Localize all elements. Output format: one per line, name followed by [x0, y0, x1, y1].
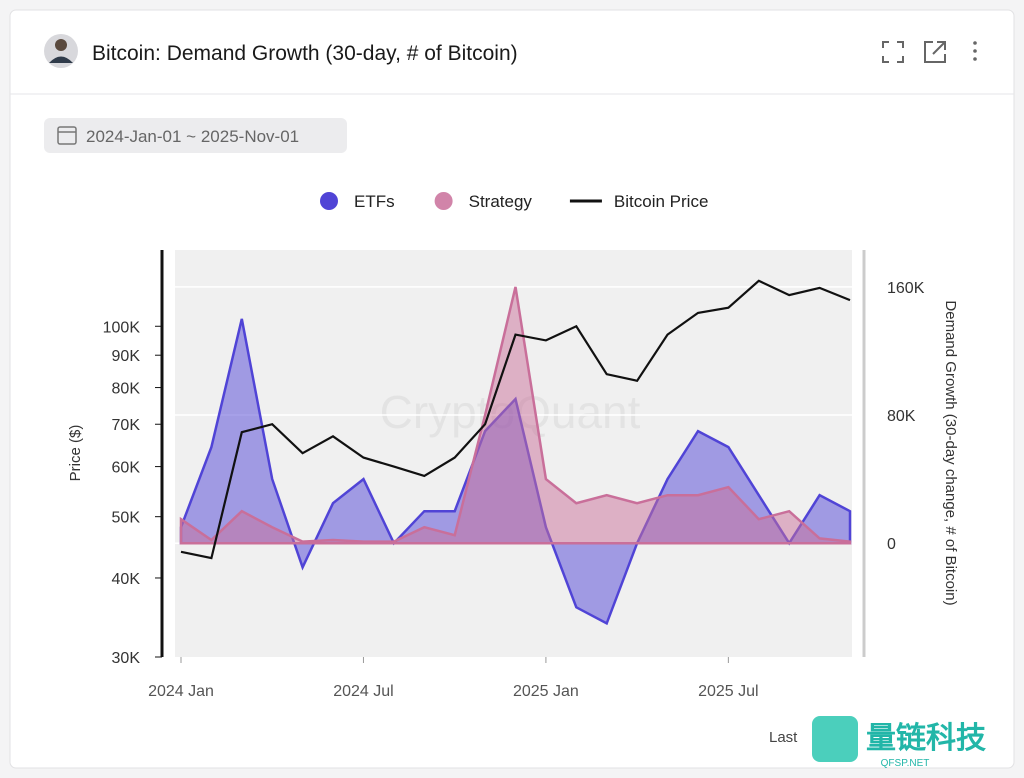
fullscreen-icon[interactable]	[882, 41, 904, 63]
y-tick-label: 50K	[112, 510, 141, 527]
y-tick-label: 40K	[112, 571, 141, 588]
chart-title: Bitcoin: Demand Growth (30-day, # of Bit…	[92, 42, 518, 65]
open-icon[interactable]	[924, 41, 946, 63]
y-tick-label: 60K	[112, 460, 141, 477]
legend-label: ETFs	[354, 192, 395, 211]
legend: ETFs Strategy Bitcoin Price	[320, 192, 708, 211]
logo-icon	[812, 716, 858, 762]
date-range: 2024-Jan-01 ~ 2025-Nov-01	[86, 127, 299, 146]
footer-text: Last	[769, 729, 798, 746]
avatar-body	[49, 56, 73, 63]
plot	[175, 279, 852, 626]
y-tick-label: 80K	[112, 381, 141, 398]
legend-swatch	[320, 192, 338, 210]
logo-text: 量链科技	[866, 721, 986, 755]
price-line	[180, 279, 851, 560]
calendar-icon	[57, 126, 77, 145]
more-icon[interactable]	[973, 41, 977, 61]
y-axis-label: Price ($)	[67, 425, 84, 482]
overlay-logo: 量链科技 QFSP.NET	[812, 716, 986, 769]
date-chip[interactable]	[44, 118, 347, 153]
legend-swatch	[434, 192, 453, 210]
y-tick-label: 30K	[112, 650, 141, 667]
y2-tick-label: 160K	[887, 280, 925, 297]
y2-tick-label: 80K	[887, 408, 916, 425]
legend-label: Bitcoin Price	[614, 192, 708, 211]
x-tick-label: 2025 Jul	[698, 683, 759, 700]
legend-label: Strategy	[469, 192, 533, 211]
avatar-head	[55, 39, 67, 51]
logo-site: QFSP.NET	[881, 758, 930, 769]
y2-axis-label: Demand Growth (30-day change, # of Bitco…	[942, 300, 959, 605]
y-tick-label: 70K	[112, 417, 141, 434]
y-tick-label: 90K	[112, 348, 141, 365]
x-tick-label: 2024 Jan	[148, 683, 214, 700]
y2-tick-label: 0	[887, 536, 896, 553]
header-icons[interactable]	[882, 41, 946, 63]
x-tick-label: 2024 Jul	[333, 683, 394, 700]
x-tick-label: 2025 Jan	[513, 683, 579, 700]
y-tick-label: 100K	[103, 319, 141, 336]
area	[179, 286, 852, 545]
